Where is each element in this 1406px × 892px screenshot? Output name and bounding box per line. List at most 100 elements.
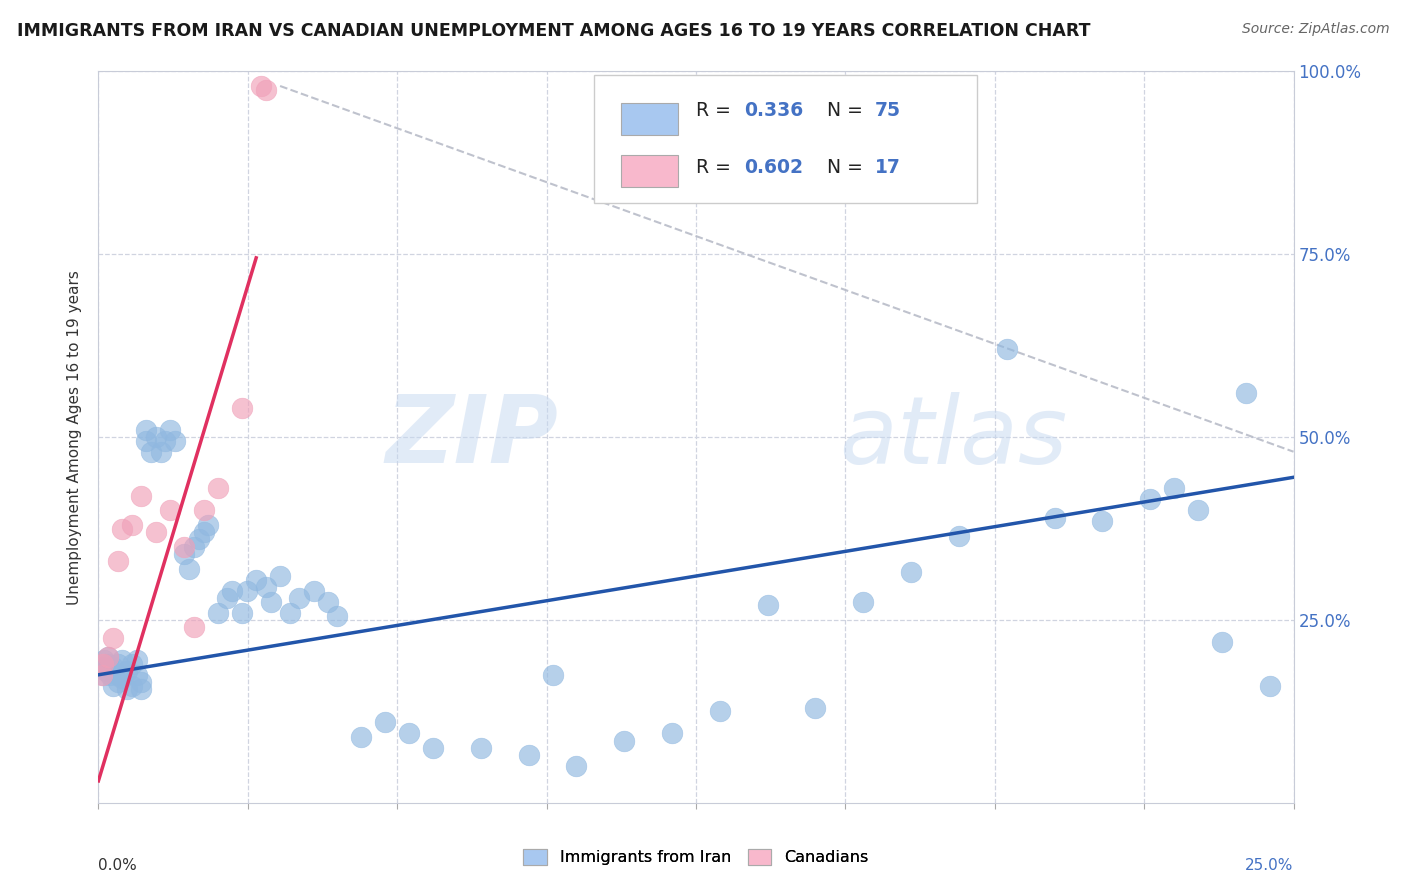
Point bbox=[1091, 514, 1114, 528]
Point bbox=[125, 653, 148, 667]
Point bbox=[374, 715, 396, 730]
Point bbox=[1258, 679, 1281, 693]
Point bbox=[1163, 481, 1185, 495]
Text: N =: N = bbox=[827, 101, 869, 120]
Point bbox=[193, 503, 215, 517]
Point bbox=[173, 547, 195, 561]
Point bbox=[173, 540, 195, 554]
Point bbox=[269, 569, 291, 583]
Point bbox=[111, 672, 134, 686]
Text: 0.336: 0.336 bbox=[744, 101, 803, 120]
Text: N =: N = bbox=[827, 158, 869, 177]
Point bbox=[756, 599, 779, 613]
Point bbox=[121, 679, 143, 693]
Point bbox=[661, 726, 683, 740]
Point bbox=[254, 83, 277, 97]
Point bbox=[350, 730, 373, 744]
Point bbox=[135, 434, 157, 448]
Bar bbox=[620, 154, 678, 187]
Point bbox=[259, 594, 281, 608]
Point bbox=[288, 591, 311, 605]
Point bbox=[207, 481, 229, 495]
Point bbox=[217, 591, 239, 605]
Point bbox=[231, 606, 253, 620]
Point bbox=[111, 653, 134, 667]
Point bbox=[254, 580, 277, 594]
Point bbox=[613, 733, 636, 747]
Point bbox=[187, 533, 209, 547]
FancyBboxPatch shape bbox=[595, 75, 977, 203]
Point bbox=[121, 657, 143, 671]
Text: 0.0%: 0.0% bbox=[98, 858, 138, 872]
Point bbox=[139, 444, 162, 458]
Point bbox=[326, 609, 349, 624]
Text: IMMIGRANTS FROM IRAN VS CANADIAN UNEMPLOYMENT AMONG AGES 16 TO 19 YEARS CORRELAT: IMMIGRANTS FROM IRAN VS CANADIAN UNEMPLO… bbox=[17, 22, 1091, 40]
Point bbox=[91, 667, 114, 681]
Point bbox=[131, 682, 153, 697]
Point bbox=[131, 489, 153, 503]
Point bbox=[1234, 386, 1257, 401]
Point bbox=[517, 748, 540, 763]
Point bbox=[91, 667, 114, 681]
Point bbox=[101, 632, 124, 646]
Point bbox=[1211, 635, 1233, 649]
Point bbox=[302, 583, 325, 598]
Point bbox=[183, 620, 205, 634]
Point bbox=[107, 667, 129, 681]
Point bbox=[804, 700, 827, 714]
Point bbox=[250, 78, 273, 93]
Text: 0.602: 0.602 bbox=[744, 158, 803, 177]
Point bbox=[131, 675, 153, 690]
Text: R =: R = bbox=[696, 101, 737, 120]
Text: 17: 17 bbox=[876, 158, 901, 177]
Point bbox=[94, 664, 117, 678]
Y-axis label: Unemployment Among Ages 16 to 19 years: Unemployment Among Ages 16 to 19 years bbox=[67, 269, 83, 605]
Point bbox=[107, 675, 129, 690]
Bar bbox=[620, 103, 678, 136]
Point bbox=[316, 594, 339, 608]
Point bbox=[1187, 503, 1209, 517]
Point bbox=[1043, 510, 1066, 524]
Point bbox=[235, 583, 257, 598]
Point bbox=[995, 343, 1018, 357]
Point bbox=[422, 740, 444, 755]
Text: R =: R = bbox=[696, 158, 737, 177]
Point bbox=[93, 653, 115, 667]
Point bbox=[197, 517, 219, 532]
Point bbox=[97, 657, 120, 671]
Point bbox=[231, 401, 253, 415]
Point bbox=[398, 726, 420, 740]
Point bbox=[135, 423, 157, 437]
Point bbox=[107, 657, 129, 671]
Point bbox=[470, 740, 492, 755]
Text: 25.0%: 25.0% bbox=[1246, 858, 1294, 872]
Point bbox=[91, 657, 114, 671]
Legend: Immigrants from Iran, Canadians: Immigrants from Iran, Canadians bbox=[517, 842, 875, 871]
Point bbox=[145, 430, 167, 444]
Point bbox=[115, 682, 138, 697]
Point bbox=[1139, 492, 1161, 507]
Point bbox=[125, 667, 148, 681]
Point bbox=[541, 667, 564, 681]
Text: 75: 75 bbox=[876, 101, 901, 120]
Point bbox=[155, 434, 177, 448]
Text: ZIP: ZIP bbox=[385, 391, 558, 483]
Point bbox=[565, 759, 588, 773]
Point bbox=[101, 679, 124, 693]
Point bbox=[115, 664, 138, 678]
Point bbox=[221, 583, 243, 598]
Point bbox=[149, 444, 172, 458]
Point bbox=[207, 606, 229, 620]
Point bbox=[91, 660, 114, 674]
Point bbox=[179, 562, 201, 576]
Point bbox=[97, 649, 120, 664]
Point bbox=[145, 525, 167, 540]
Text: Source: ZipAtlas.com: Source: ZipAtlas.com bbox=[1241, 22, 1389, 37]
Point bbox=[98, 667, 122, 681]
Point bbox=[948, 529, 970, 543]
Point bbox=[121, 517, 143, 532]
Point bbox=[159, 503, 181, 517]
Point bbox=[900, 566, 922, 580]
Text: atlas: atlas bbox=[839, 392, 1067, 483]
Point bbox=[163, 434, 186, 448]
